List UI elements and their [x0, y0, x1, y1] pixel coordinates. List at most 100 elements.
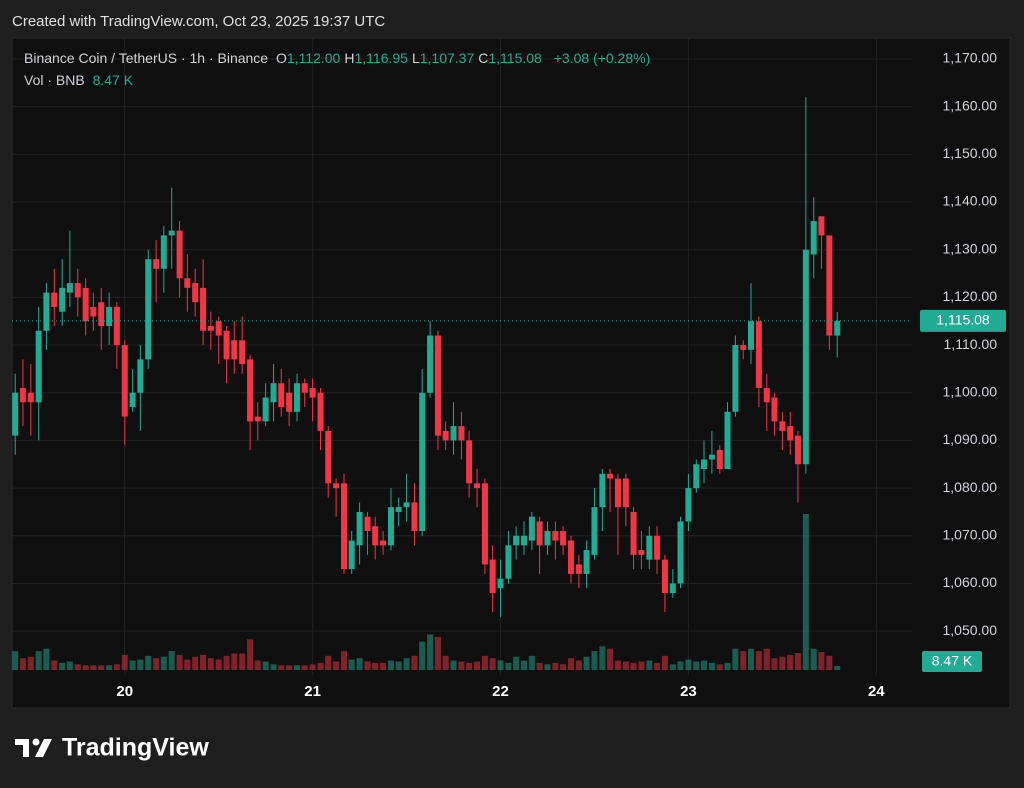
candle-body [826, 235, 833, 336]
candle-body [145, 259, 152, 360]
y-tick-label: 1,080.00 [943, 479, 998, 495]
candle-body [591, 507, 598, 555]
volume-bar [387, 660, 394, 670]
candle-body [372, 526, 379, 546]
candle-body [215, 321, 222, 336]
candle-body [43, 292, 50, 331]
candle-body [599, 473, 606, 508]
volume-bar [630, 662, 637, 670]
created-note: Created with TradingView.com, Oct 23, 20… [12, 13, 385, 30]
volume-bar [137, 659, 144, 670]
volume-bar [419, 641, 426, 670]
candle-body [317, 392, 324, 431]
candle-body [35, 330, 42, 403]
candle-body [646, 535, 653, 560]
volume-bar [129, 660, 136, 670]
candle-body [247, 359, 254, 422]
candle-body [137, 359, 144, 393]
volume-bar [356, 658, 363, 670]
candle-body [231, 340, 238, 360]
volume-bar [607, 648, 614, 670]
candle-body [755, 321, 762, 388]
change: +3.08 (+0.28%) [553, 50, 651, 66]
candle-body [270, 383, 277, 403]
volume-bar [106, 665, 113, 670]
volume-bar [168, 651, 175, 670]
volume-bar [66, 661, 73, 670]
candle-body [207, 325, 214, 331]
volume-bar [74, 664, 81, 670]
candle-body [740, 345, 747, 350]
candle-body [716, 449, 723, 470]
candle-body [693, 464, 700, 489]
volume-bar [35, 651, 42, 670]
candle-body [239, 340, 246, 365]
candle-body [364, 516, 371, 532]
candle-body [630, 511, 637, 555]
volume-bar [207, 658, 214, 670]
volume-legend: Vol · BNB 8.47 K [24, 72, 137, 88]
candle-body [763, 387, 770, 403]
y-tick-label: 1,060.00 [943, 574, 998, 590]
candle-body [200, 287, 207, 331]
candle-body [176, 230, 183, 279]
candle-body [513, 535, 520, 546]
candle-body [747, 321, 754, 350]
candle-body [129, 392, 136, 408]
volume-bar [536, 662, 543, 670]
candle-body [560, 531, 567, 546]
candle-body [654, 535, 661, 560]
volume-bar [669, 664, 676, 670]
volume-bar [599, 646, 606, 670]
volume-bar [239, 653, 246, 670]
volume-bar [458, 661, 465, 670]
volume-bar [12, 651, 19, 670]
volume-bar [278, 665, 285, 670]
candle-body [567, 540, 574, 574]
candle-body [622, 478, 629, 508]
volume-bar [450, 660, 457, 670]
candle-body [121, 345, 128, 417]
volume-bar [638, 661, 645, 670]
volume-bar [333, 661, 340, 670]
candle-body [341, 483, 348, 570]
volume-bar [200, 654, 207, 670]
candle-body [294, 383, 301, 412]
candle-body [614, 478, 621, 508]
volume-bar [301, 665, 308, 670]
candle-body [12, 392, 19, 436]
candle-body [333, 483, 340, 489]
volume-bar [286, 665, 293, 670]
volume-bar [724, 662, 731, 670]
ohlc: O1,112.00 H1,116.95 L1,107.37 C1,115.08 [276, 50, 546, 66]
volume-bar [98, 665, 105, 670]
volume-bar [654, 662, 661, 670]
candle-body [489, 559, 496, 593]
candle-body [732, 345, 739, 412]
volume-bar [661, 655, 668, 670]
candle-body [411, 502, 418, 532]
candle-body [701, 459, 708, 470]
volume-bar [513, 656, 520, 670]
volume-bar [552, 662, 559, 670]
candle-body [450, 426, 457, 441]
y-tick-label: 1,110.00 [944, 336, 998, 352]
volume-bar [747, 648, 754, 670]
candle-body [278, 383, 285, 408]
volume-bar [575, 660, 582, 670]
candle-body [787, 426, 794, 441]
volume-bar [192, 656, 199, 670]
volume-bar [82, 665, 89, 670]
volume-bar [145, 655, 152, 670]
ohlc-value: 1,112.00 [286, 50, 341, 66]
candle-body [779, 421, 786, 431]
volume-bar [591, 651, 598, 670]
candle-body [90, 306, 97, 317]
candle-body [802, 249, 809, 465]
volume-bar [442, 655, 449, 670]
candle-body [771, 397, 778, 422]
y-tick-label: 1,130.00 [943, 240, 998, 256]
volume-bar [794, 652, 801, 670]
volume-bar [231, 653, 238, 670]
candle-body [466, 440, 473, 484]
